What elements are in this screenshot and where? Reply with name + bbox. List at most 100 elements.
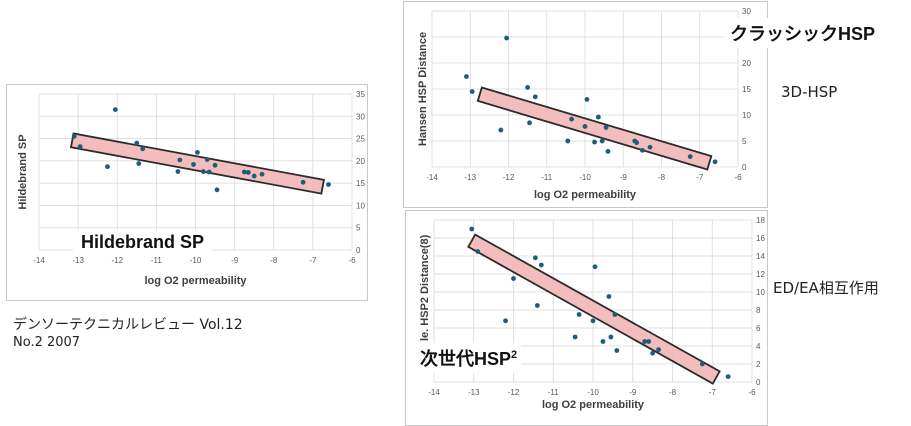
data-point xyxy=(464,74,469,79)
data-point xyxy=(136,161,142,166)
x-tick-label: -14 xyxy=(428,388,440,397)
data-point xyxy=(584,97,590,102)
y-tick-label: 0 xyxy=(756,378,761,387)
data-point xyxy=(699,361,705,367)
x-axis-label: log O2 permeability xyxy=(144,275,247,287)
y-tick-label: 30 xyxy=(742,7,751,16)
x-tick-label: -8 xyxy=(669,388,677,397)
x-tick-label: -9 xyxy=(620,173,628,182)
trend-band xyxy=(467,233,721,385)
citation-line-2: No.2 2007 xyxy=(13,335,81,350)
data-point xyxy=(538,262,544,268)
y-tick-label: 20 xyxy=(742,59,751,68)
y-tick-label: 10 xyxy=(356,201,365,210)
x-tick-label: -8 xyxy=(270,256,278,265)
y-tick-label: 0 xyxy=(742,163,747,172)
next-hsp-chart-panel: -14 -13 -12 -11 -10 -9 -8 -7 -6 0 2 4 6 8 10 12 14 16 18 lo… xyxy=(405,210,768,426)
x-tick-label: -7 xyxy=(709,388,717,397)
y-tick-label: 2 xyxy=(756,360,761,369)
next-hsp-label-main: 次世代HSP xyxy=(420,349,512,369)
data-point xyxy=(639,147,645,153)
data-point xyxy=(503,318,508,324)
data-point xyxy=(606,294,612,299)
data-point xyxy=(245,170,251,175)
y-tick-label: 18 xyxy=(756,216,765,225)
y-tick-label: 8 xyxy=(756,306,761,315)
x-tick-label: -7 xyxy=(309,256,317,265)
x-tick-label: -12 xyxy=(111,256,123,265)
x-axis-label: log O2 permeability xyxy=(542,399,645,411)
citation-line-1: デンソーテクニカルレビュー Vol.12 xyxy=(13,317,243,333)
y-tick-label: 35 xyxy=(356,90,365,99)
data-point xyxy=(212,162,218,168)
data-point xyxy=(582,124,588,129)
x-tick-label: -11 xyxy=(151,256,163,265)
data-point xyxy=(608,334,614,340)
x-tick-label: -13 xyxy=(468,388,480,397)
side-label-ed-ea: ED/EA相互作用 xyxy=(773,279,879,297)
hildebrand-chart: -14 -13 -12 -11 -10 -9 -8 -7 -60 5 10 15 20 25 30 35 log… xyxy=(17,90,365,287)
y-tick-label: 20 xyxy=(356,157,365,166)
data-point xyxy=(140,146,146,152)
data-point xyxy=(646,339,652,344)
y-axis-label: Hansen HSP Distance xyxy=(417,32,429,146)
x-tick-label: -6 xyxy=(748,388,756,397)
data-point xyxy=(214,187,220,193)
y-tick-label: 5 xyxy=(742,137,747,146)
side-label-3d-hsp: 3D-HSP xyxy=(781,83,838,101)
data-point xyxy=(71,133,77,139)
y-tick-label: 0 xyxy=(356,246,361,255)
data-point xyxy=(134,140,140,146)
x-tick-label: -12 xyxy=(508,388,520,397)
data-point xyxy=(498,127,504,133)
data-point xyxy=(177,157,183,163)
data-point xyxy=(534,303,540,308)
trend-band xyxy=(69,132,325,195)
data-point xyxy=(300,179,306,185)
data-point xyxy=(647,144,653,150)
y-axis-label: Ne... le. HSP2 Distance(8) xyxy=(419,234,431,367)
x-tick-label: -9 xyxy=(231,256,239,265)
next-hsp-chart: -14 -13 -12 -11 -10 -9 -8 -7 -60 2 4 6 8 10 12 14 16 18 lo… xyxy=(419,216,765,411)
data-point xyxy=(175,169,181,174)
next-hsp-label-superscript: 2 xyxy=(511,349,518,361)
data-point xyxy=(600,339,606,344)
y-tick-label: 5 xyxy=(356,224,361,233)
x-tick-label: -10 xyxy=(579,173,591,182)
y-tick-label: 15 xyxy=(742,85,751,94)
data-point xyxy=(206,169,212,175)
data-point xyxy=(504,35,509,41)
data-point xyxy=(576,312,582,317)
classic-hsp-chart-panel: -14-13-12-11-10-9-8-7-6051015202530log O… xyxy=(403,1,882,208)
hildebrand-label: Hildebrand SP xyxy=(73,230,213,255)
x-tick-label: -10 xyxy=(190,256,202,265)
y-tick-label: 25 xyxy=(356,135,365,144)
data-point xyxy=(687,154,693,160)
data-point xyxy=(326,182,331,187)
x-tick-label: -6 xyxy=(734,173,742,182)
y-tick-label: 10 xyxy=(742,111,751,120)
data-point xyxy=(656,347,661,352)
x-tick-label: -14 xyxy=(33,256,45,265)
data-point xyxy=(475,249,481,254)
data-point xyxy=(612,312,618,317)
x-tick-label: -6 xyxy=(348,256,356,265)
data-point xyxy=(200,169,206,174)
x-tick-label: -7 xyxy=(696,173,704,182)
x-tick-label: -11 xyxy=(548,388,560,397)
data-point xyxy=(469,226,475,232)
data-point xyxy=(195,149,200,155)
data-point xyxy=(572,334,578,340)
y-tick-label: 14 xyxy=(756,252,765,261)
x-tick-label: -10 xyxy=(587,388,599,397)
data-point xyxy=(725,374,731,379)
data-point xyxy=(592,264,598,270)
y-tick-label: 12 xyxy=(756,270,765,279)
data-point xyxy=(112,107,118,112)
data-point xyxy=(532,94,538,100)
data-point xyxy=(592,139,597,145)
data-point xyxy=(642,339,648,344)
y-tick-label: 10 xyxy=(756,288,765,297)
data-point xyxy=(511,276,516,281)
classic-hsp-label: クラッシックHSP xyxy=(724,18,882,48)
